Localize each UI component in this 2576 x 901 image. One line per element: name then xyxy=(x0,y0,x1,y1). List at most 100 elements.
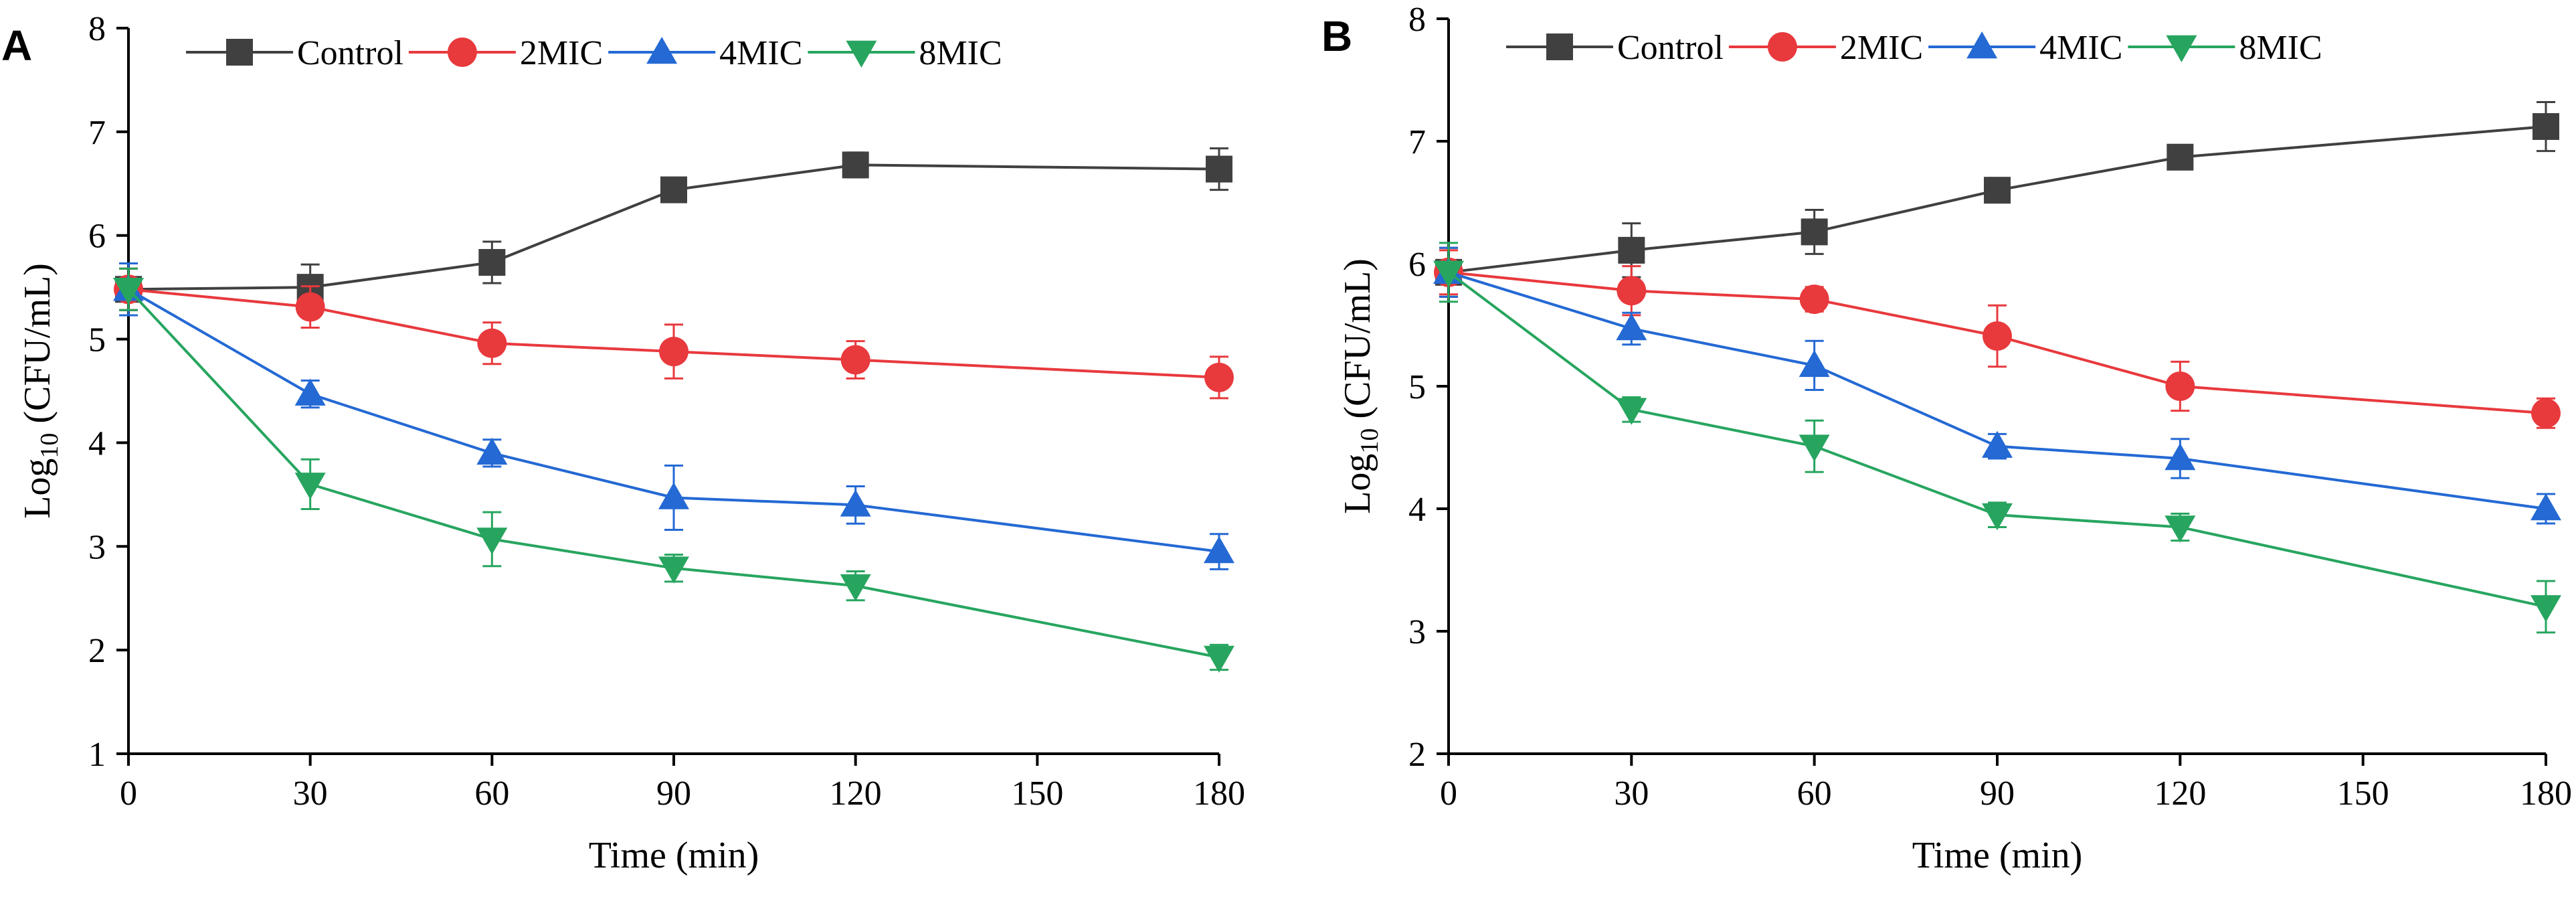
data-point xyxy=(2165,372,2195,401)
series-line-control xyxy=(128,163,1220,291)
y-tick-label: 7 xyxy=(88,114,106,152)
data-point xyxy=(1982,430,2013,458)
y-tick-label: 5 xyxy=(88,321,106,359)
data-point xyxy=(1617,276,1647,306)
data-point xyxy=(840,345,870,375)
series-line-8mic xyxy=(1447,271,2547,608)
data-point xyxy=(840,489,871,517)
legend-marker xyxy=(846,40,877,68)
y-axis-title: Log10 (CFU/mL) xyxy=(17,263,64,519)
data-point xyxy=(294,378,326,406)
y-tick-label: 6 xyxy=(88,218,106,256)
legend-marker xyxy=(1767,32,1797,62)
series-8mic xyxy=(113,267,1234,673)
data-point xyxy=(840,574,871,602)
legend-item-8mic: 8MIC xyxy=(2128,29,2322,67)
data-point xyxy=(1616,313,1647,341)
data-point xyxy=(2533,113,2559,141)
data-point xyxy=(1799,349,1830,378)
y-tick-label: 2 xyxy=(1408,736,1426,774)
data-point xyxy=(477,328,507,358)
legend-label: Control xyxy=(297,34,403,72)
data-point xyxy=(113,277,144,305)
series-control xyxy=(1435,100,2559,298)
x-tick-label: 30 xyxy=(293,774,328,813)
legend-marker xyxy=(226,39,253,66)
data-point xyxy=(1204,645,1234,673)
data-point xyxy=(658,482,689,509)
x-tick-label: 120 xyxy=(830,774,882,813)
legend-marker xyxy=(447,37,477,67)
legend-item-8mic: 8MIC xyxy=(808,34,1002,72)
series-line-2mic xyxy=(1448,270,2547,415)
x-tick-label: 150 xyxy=(2337,774,2389,813)
data-point xyxy=(659,337,688,367)
data-point xyxy=(658,556,689,584)
x-axis-title: Time (min) xyxy=(589,835,759,876)
data-point xyxy=(2167,143,2194,171)
y-tick-label: 4 xyxy=(88,424,106,463)
series-2mic xyxy=(1434,249,2561,429)
data-point xyxy=(294,473,326,500)
x-tick-label: 120 xyxy=(2154,774,2206,813)
chart-panel-a: A 0 30 60 90 120 150 180 1 2 3 4 5 6 7 8 Time (min) Log10… xyxy=(1,10,1245,876)
data-point xyxy=(1799,284,1829,315)
legend: Control 2MIC 4MIC 8MIC xyxy=(1506,29,2322,67)
panel-label: B xyxy=(1321,12,1352,60)
y-axis-title: Log10 (CFU/mL) xyxy=(1337,258,1384,514)
data-point xyxy=(2165,515,2196,543)
x-tick-label: 0 xyxy=(120,774,137,813)
data-point xyxy=(2531,398,2561,428)
y-tick-label: 2 xyxy=(88,632,106,670)
data-point xyxy=(660,176,687,203)
data-point xyxy=(476,527,508,555)
x-tick-label: 60 xyxy=(474,774,509,813)
legend: Control 2MIC 4MIC 8MIC xyxy=(186,34,1002,72)
series-line-4mic xyxy=(128,288,1220,554)
data-point xyxy=(295,292,325,322)
legend-marker xyxy=(646,37,678,64)
legend-label: 8MIC xyxy=(919,34,1002,72)
legend-item-control: Control xyxy=(1506,29,1724,67)
panel-label: A xyxy=(1,21,32,70)
legend-marker xyxy=(1546,33,1573,60)
data-point xyxy=(1801,218,1828,246)
legend-item-2mic: 2MIC xyxy=(408,34,603,72)
data-point xyxy=(1433,260,1464,288)
series-line-4mic xyxy=(1448,270,2547,510)
x-tick-label: 180 xyxy=(1193,774,1245,813)
series-8mic xyxy=(1433,242,2561,634)
legend-label: 2MIC xyxy=(520,34,603,72)
legend-label: 2MIC xyxy=(1840,29,1923,67)
x-tick-label: 60 xyxy=(1797,774,1832,813)
data-point xyxy=(2165,442,2196,471)
data-point xyxy=(1616,398,1647,425)
y-tick-label: 3 xyxy=(1408,613,1426,651)
series-line-2mic xyxy=(128,288,1220,379)
data-point xyxy=(476,437,508,465)
chart-panel-b: B 0 30 60 90 120 150 180 2 3 4 5 6 7 8 Time (min) Log10 … xyxy=(1321,1,2572,876)
x-tick-label: 90 xyxy=(1980,774,2015,813)
x-tick-label: 30 xyxy=(1614,774,1649,813)
legend-marker xyxy=(1966,31,1998,59)
data-point xyxy=(1984,177,2011,204)
data-point xyxy=(842,151,869,179)
y-tick-label: 6 xyxy=(1408,246,1426,284)
legend-item-4mic: 4MIC xyxy=(608,34,802,72)
series-line-control xyxy=(1448,125,2547,274)
y-tick-label: 5 xyxy=(1408,368,1426,406)
series-control xyxy=(115,147,1232,311)
data-point xyxy=(2531,595,2561,623)
data-point xyxy=(1206,155,1232,183)
series-line-8mic xyxy=(127,288,1220,659)
legend-label: Control xyxy=(1617,29,1724,67)
y-tick-label: 3 xyxy=(88,528,106,566)
legend-label: 4MIC xyxy=(2039,29,2122,67)
y-tick-label: 8 xyxy=(88,10,106,48)
legend-item-4mic: 4MIC xyxy=(1928,29,2122,67)
data-point xyxy=(1204,362,1234,392)
legend-label: 8MIC xyxy=(2239,29,2322,67)
data-point xyxy=(1982,503,2013,531)
data-point xyxy=(2531,493,2561,521)
